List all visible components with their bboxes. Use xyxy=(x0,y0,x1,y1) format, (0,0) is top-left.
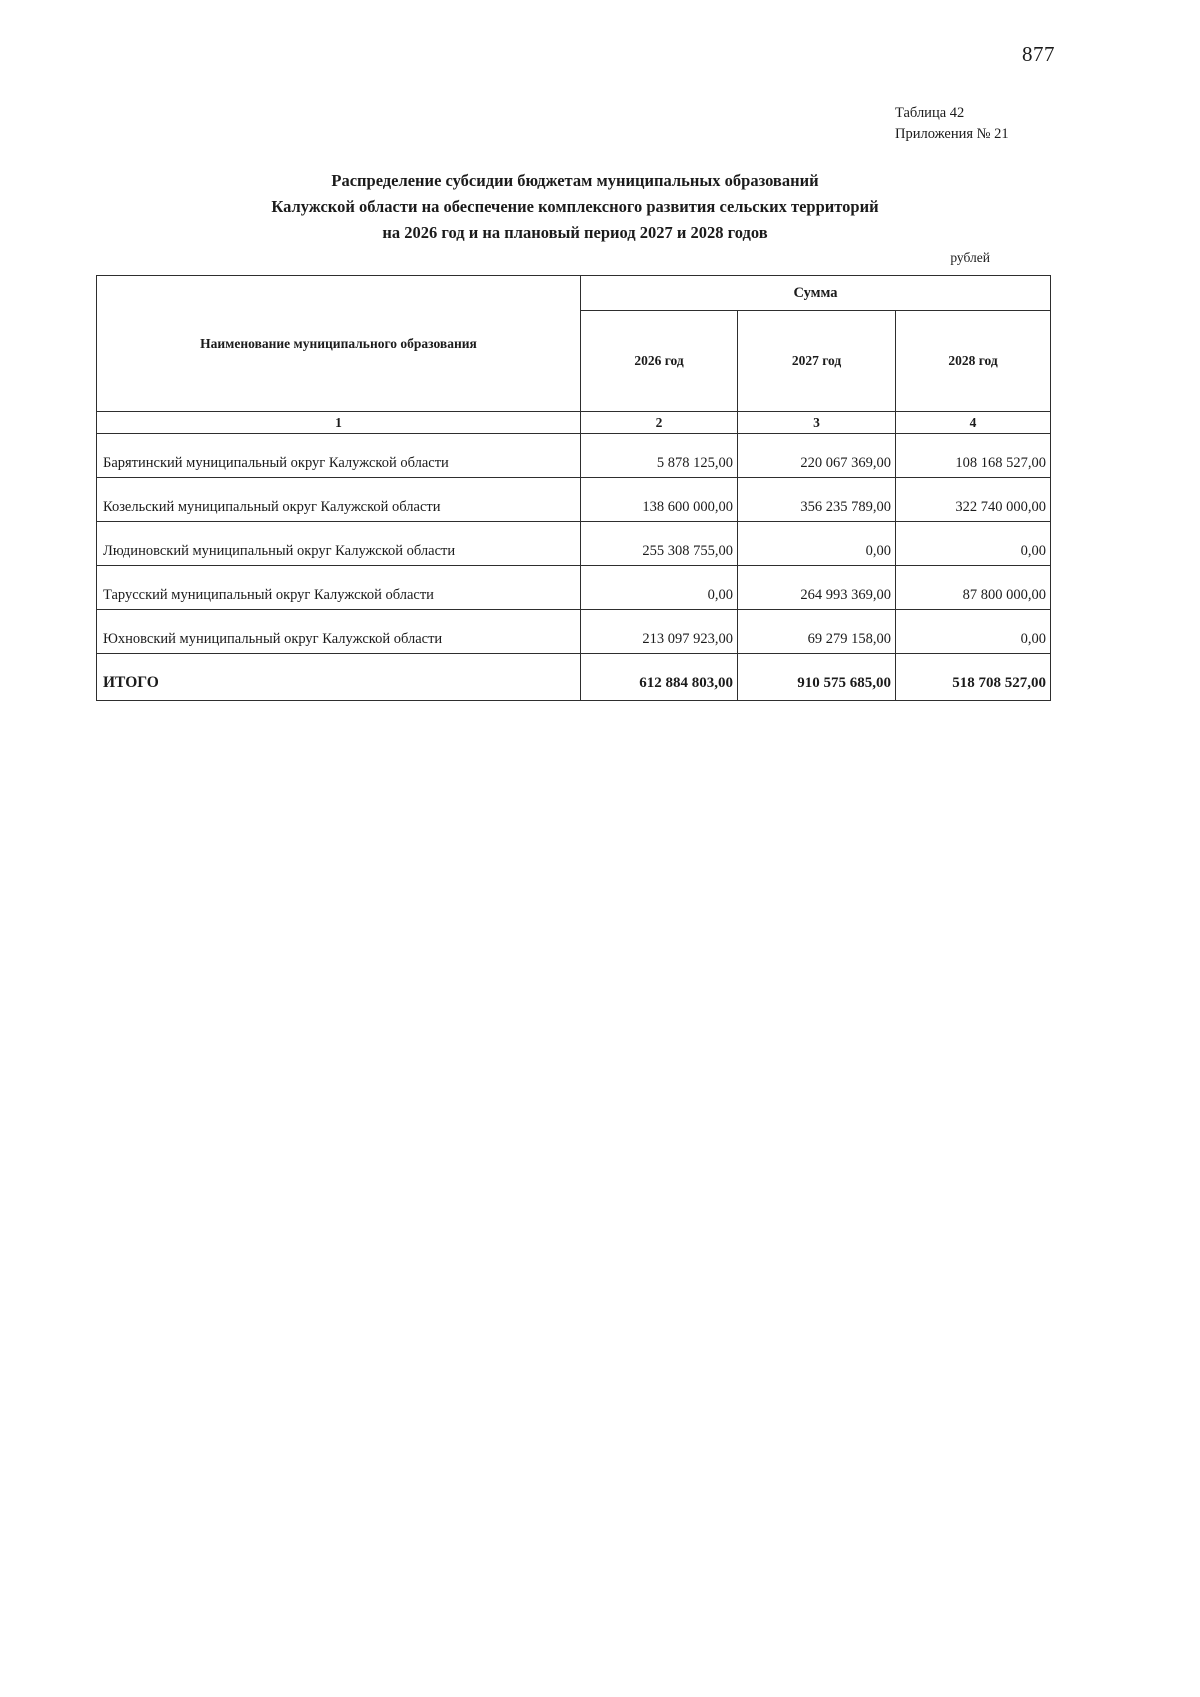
appendix-label: Приложения № 21 xyxy=(895,126,1009,142)
title-line-3: на 2026 год и на плановый период 2027 и … xyxy=(382,223,768,242)
total-2026: 612 884 803,00 xyxy=(580,653,738,701)
amount-2027: 220 067 369,00 xyxy=(737,433,896,478)
header-name-column: Наименование муниципального образования xyxy=(96,275,581,412)
municipality-name: Людиновский муниципальный округ Калужско… xyxy=(96,521,581,566)
amount-2028: 87 800 000,00 xyxy=(895,565,1051,610)
total-2027: 910 575 685,00 xyxy=(737,653,896,701)
title-line-1: Распределение субсидии бюджетам муниципа… xyxy=(331,171,819,190)
table-row: Тарусский муниципальный округ Калужской … xyxy=(96,565,1051,610)
municipality-name: Юхновский муниципальный округ Калужской … xyxy=(96,609,581,654)
table-row: Юхновский муниципальный округ Калужской … xyxy=(96,609,1051,654)
municipality-name: Тарусский муниципальный округ Калужской … xyxy=(96,565,581,610)
total-2028: 518 708 527,00 xyxy=(895,653,1051,701)
municipality-name: Козельский муниципальный округ Калужской… xyxy=(96,477,581,522)
column-number-2: 2 xyxy=(580,411,738,434)
amount-2027: 356 235 789,00 xyxy=(737,477,896,522)
amount-2027: 69 279 158,00 xyxy=(737,609,896,654)
header-year-2028: 2028 год xyxy=(895,310,1051,412)
table-row: Барятинский муниципальный округ Калужско… xyxy=(96,433,1051,478)
amount-2026: 255 308 755,00 xyxy=(580,521,738,566)
amount-2026: 138 600 000,00 xyxy=(580,477,738,522)
total-label: ИТОГО xyxy=(96,653,581,701)
header-sum-group: Сумма xyxy=(580,275,1051,311)
amount-2028: 0,00 xyxy=(895,609,1051,654)
page-number: 877 xyxy=(1022,42,1055,66)
subsidy-table: Наименование муниципального образования … xyxy=(96,275,1051,701)
municipality-name: Барятинский муниципальный округ Калужско… xyxy=(96,433,581,478)
header-year-2026: 2026 год xyxy=(580,310,738,412)
document-title: Распределение субсидии бюджетам муниципа… xyxy=(100,168,1050,246)
amount-2028: 108 168 527,00 xyxy=(895,433,1051,478)
amount-2026: 0,00 xyxy=(580,565,738,610)
table-row: Козельский муниципальный округ Калужской… xyxy=(96,477,1051,522)
column-number-row: 1 2 3 4 xyxy=(96,411,1051,434)
column-number-3: 3 xyxy=(737,411,896,434)
table-header: Наименование муниципального образования … xyxy=(96,275,1051,434)
amount-2027: 264 993 369,00 xyxy=(737,565,896,610)
amount-2028: 322 740 000,00 xyxy=(895,477,1051,522)
column-number-1: 1 xyxy=(96,411,581,434)
units-label: рублей xyxy=(950,250,990,265)
table-row: Людиновский муниципальный округ Калужско… xyxy=(96,521,1051,566)
total-row: ИТОГО 612 884 803,00 910 575 685,00 518 … xyxy=(96,653,1051,701)
amount-2027: 0,00 xyxy=(737,521,896,566)
amount-2026: 213 097 923,00 xyxy=(580,609,738,654)
header-year-2027: 2027 год xyxy=(737,310,896,412)
amount-2028: 0,00 xyxy=(895,521,1051,566)
amount-2026: 5 878 125,00 xyxy=(580,433,738,478)
table-label: Таблица 42 xyxy=(895,105,965,121)
title-line-2: Калужской области на обеспечение комплек… xyxy=(271,197,879,216)
corner-labels: Таблица 42 Приложения № 21 xyxy=(895,103,1009,145)
column-number-4: 4 xyxy=(895,411,1051,434)
